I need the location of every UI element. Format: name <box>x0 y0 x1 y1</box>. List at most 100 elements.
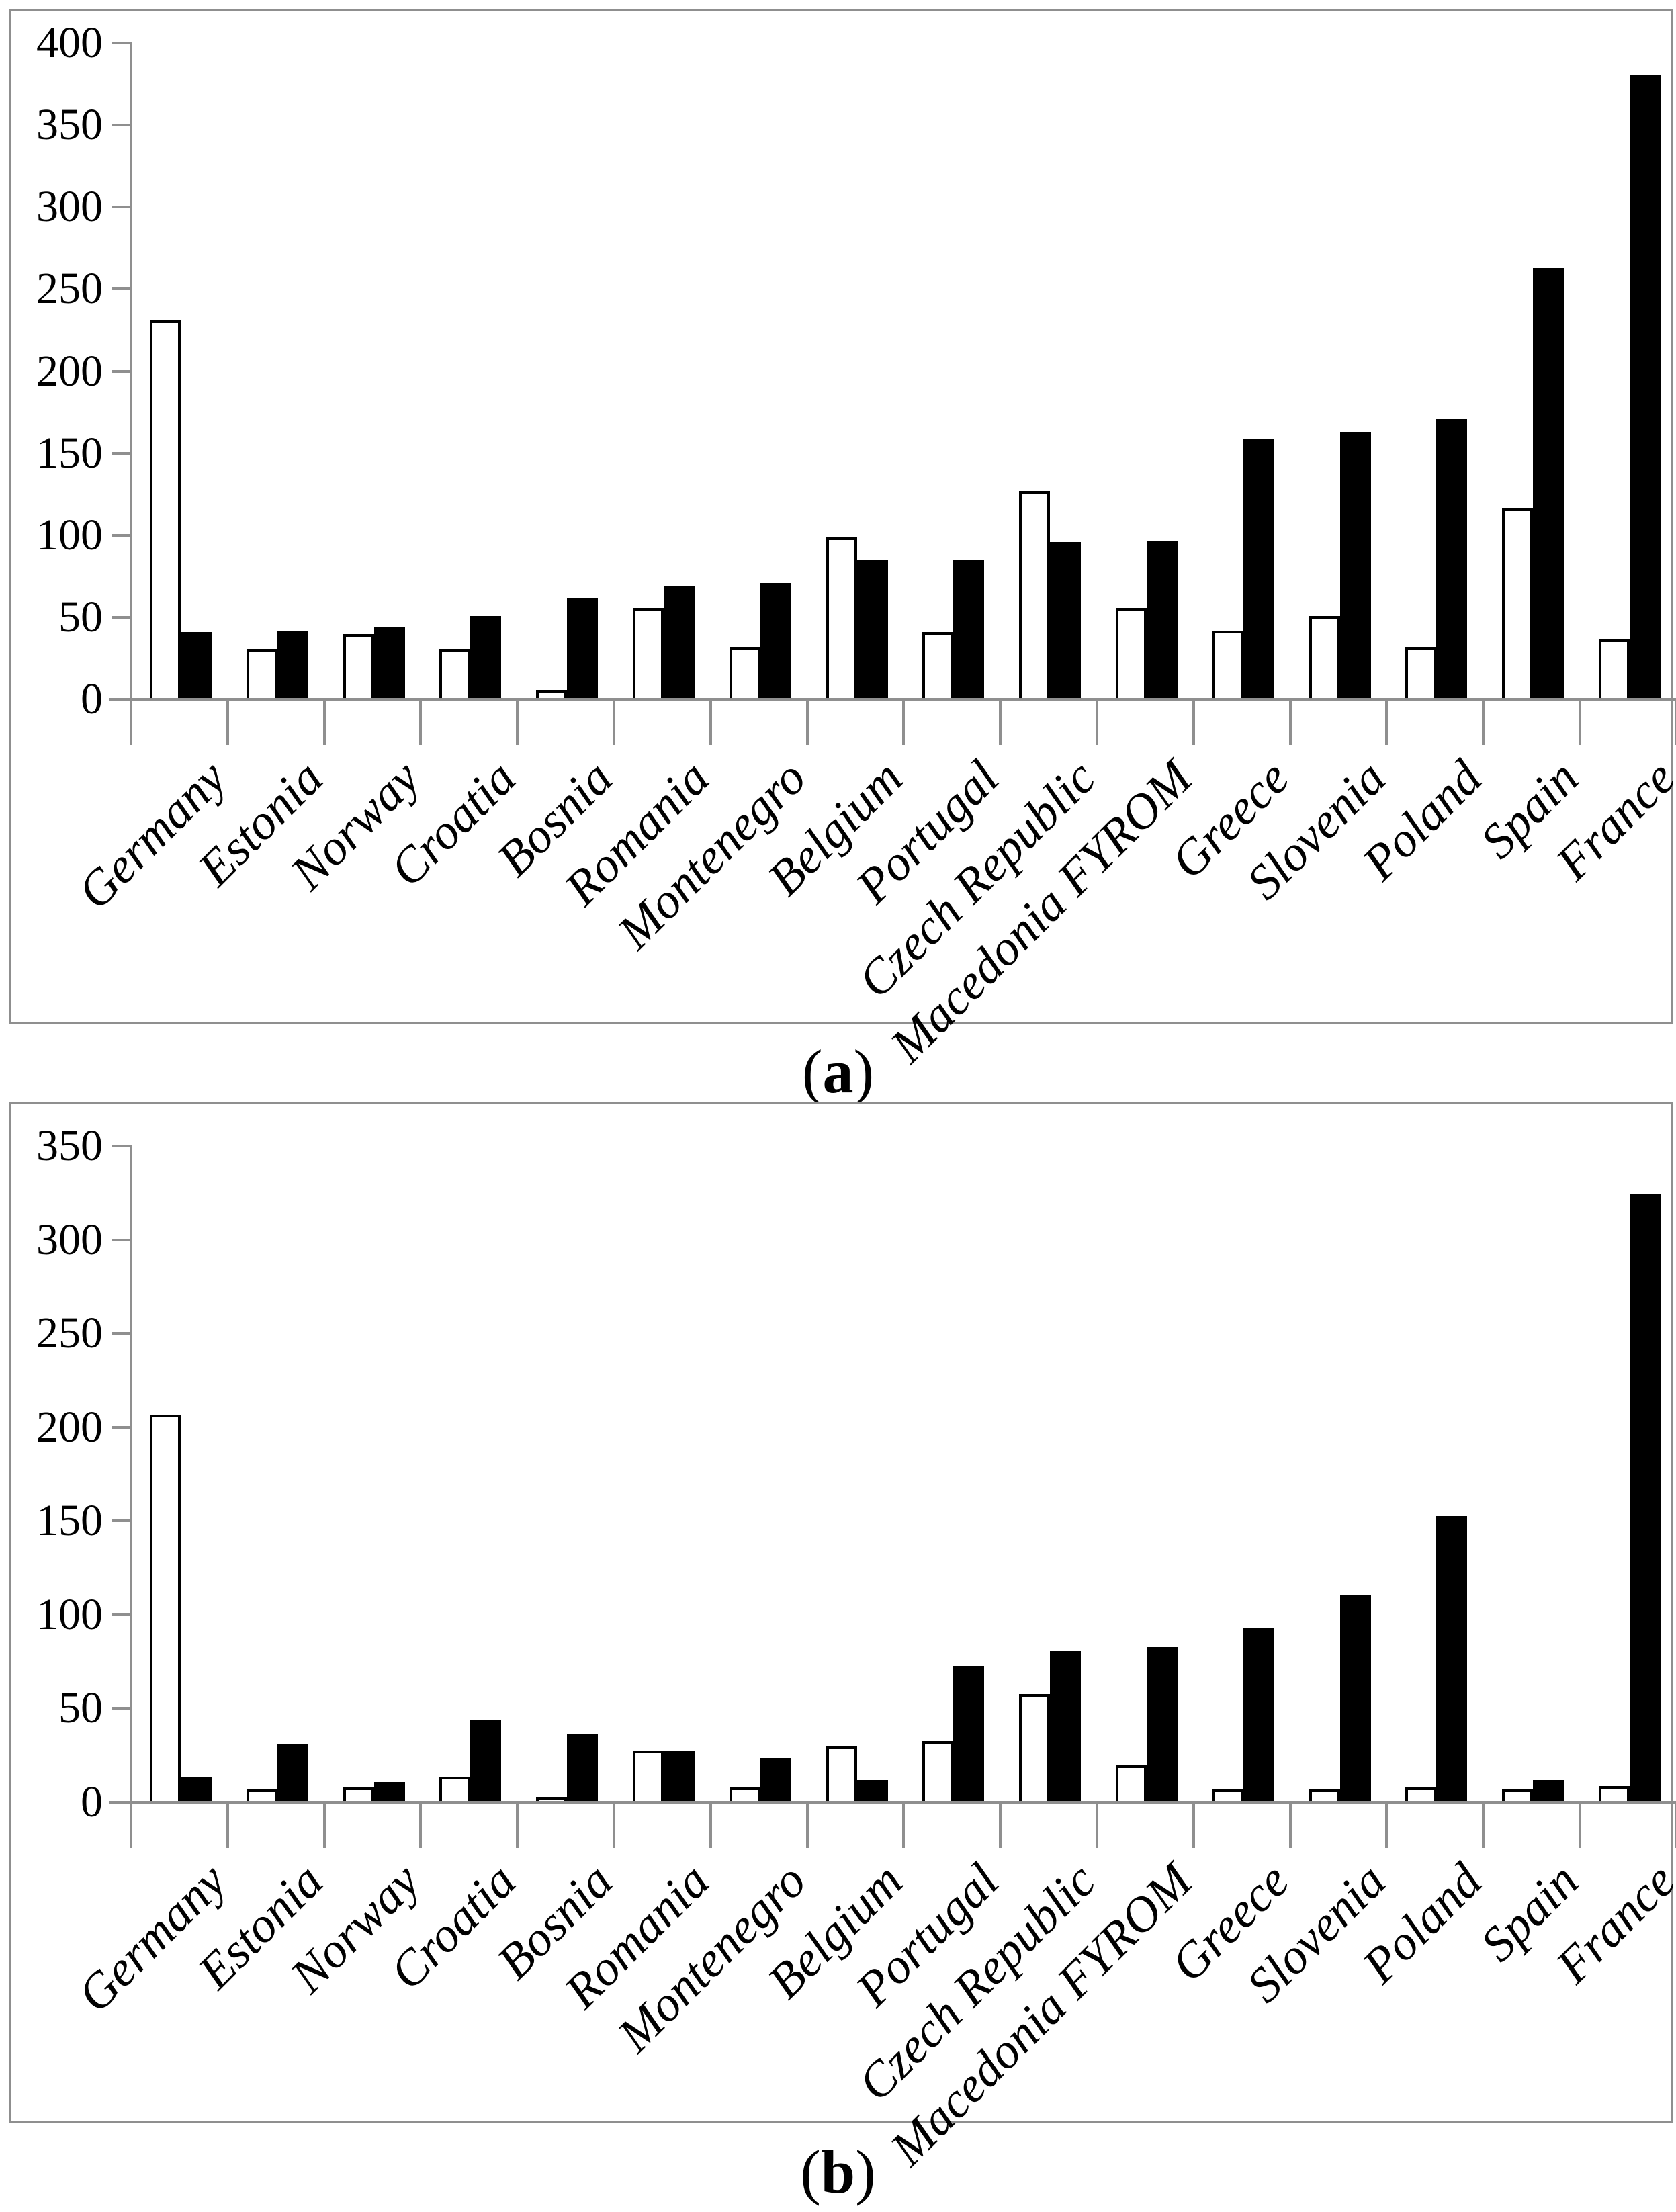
bar-filled-germany <box>181 1776 212 1801</box>
y-tick <box>112 451 131 455</box>
bar-filled-romania <box>664 586 695 698</box>
bar-open-poland <box>1405 647 1437 698</box>
x-tick <box>1675 1804 1676 1848</box>
bar-filled-spain <box>1533 268 1564 698</box>
y-tick-label: 50 <box>58 592 103 642</box>
bar-filled-greece <box>1243 439 1274 698</box>
bar-open-estonia <box>246 648 277 698</box>
y-tick-label: 100 <box>36 1589 103 1639</box>
bar-open-croatia <box>439 648 471 698</box>
x-tick <box>419 1804 423 1848</box>
caption-b-open-paren: ( <box>800 2137 821 2206</box>
bar-open-croatia <box>439 1776 471 1801</box>
y-tick-label: 150 <box>36 1496 103 1546</box>
bar-open-portugal <box>922 1740 954 1801</box>
bar-filled-croatia <box>470 1720 502 1801</box>
caption-a-open-paren: ( <box>801 1037 823 1106</box>
bar-filled-slovenia <box>1339 432 1371 698</box>
bar-filled-estonia <box>277 630 308 698</box>
x-tick <box>226 701 229 745</box>
bar-filled-belgium <box>856 1780 888 1801</box>
x-tick <box>1288 701 1292 745</box>
bar-open-czech-republic <box>1019 491 1051 698</box>
y-tick <box>112 1332 131 1335</box>
y-axis <box>130 1145 132 1804</box>
bar-filled-macedonia-fyrom <box>1147 1647 1178 1801</box>
y-tick <box>112 369 131 373</box>
bar-filled-montenegro <box>760 583 791 698</box>
bar-open-montenegro <box>729 647 760 698</box>
bar-open-macedonia-fyrom <box>1116 607 1147 698</box>
bar-open-france <box>1599 639 1630 698</box>
y-tick-label: 300 <box>36 182 103 232</box>
x-tick <box>1579 701 1581 745</box>
x-tick <box>419 701 423 745</box>
y-tick-label: 200 <box>36 346 103 396</box>
bar-filled-portugal <box>953 1666 985 1801</box>
x-tick <box>1482 1804 1485 1848</box>
caption-a-letter: a <box>822 1037 854 1106</box>
bar-filled-portugal <box>953 560 985 698</box>
x-tick <box>1385 1804 1388 1848</box>
y-tick-label: 100 <box>36 510 103 560</box>
bar-filled-france <box>1630 1193 1661 1801</box>
x-tick <box>226 1804 229 1848</box>
x-tick <box>613 1804 615 1848</box>
bar-filled-greece <box>1243 1628 1274 1801</box>
x-tick <box>709 1804 712 1848</box>
x-tick <box>1675 701 1676 745</box>
x-tick <box>322 701 326 745</box>
caption-a: (a) <box>0 1038 1676 1105</box>
bar-open-czech-republic <box>1019 1693 1051 1801</box>
bar-filled-romania <box>664 1750 695 1801</box>
x-axis <box>109 698 1676 701</box>
x-tick <box>1482 701 1485 745</box>
y-tick <box>112 1707 131 1710</box>
bar-open-norway <box>343 633 374 698</box>
x-tick <box>999 1804 1002 1848</box>
x-tick <box>805 701 809 745</box>
bar-open-slovenia <box>1309 1789 1340 1801</box>
bar-open-montenegro <box>729 1787 760 1801</box>
y-tick <box>112 1145 131 1147</box>
bar-open-portugal <box>922 632 954 698</box>
y-tick-label: 150 <box>36 428 103 478</box>
x-tick <box>516 1804 519 1848</box>
x-tick <box>902 701 906 745</box>
bar-filled-bosnia <box>567 1733 599 1801</box>
x-tick <box>1096 1804 1098 1848</box>
y-tick <box>112 287 131 291</box>
bar-open-macedonia-fyrom <box>1116 1765 1147 1801</box>
y-tick-label: 250 <box>36 1309 103 1358</box>
x-tick <box>1579 1804 1581 1848</box>
x-tick <box>322 1804 326 1848</box>
x-tick <box>130 701 132 745</box>
bar-filled-norway <box>373 1782 405 1801</box>
bar-filled-poland <box>1436 418 1468 698</box>
x-tick <box>999 701 1002 745</box>
y-tick <box>112 206 131 209</box>
bar-open-romania <box>633 1750 664 1801</box>
y-axis <box>130 42 132 701</box>
x-tick <box>1192 1804 1195 1848</box>
bar-filled-germany <box>181 632 212 698</box>
x-tick <box>1096 701 1098 745</box>
bar-open-france <box>1599 1785 1630 1801</box>
bar-filled-estonia <box>277 1744 308 1801</box>
bar-open-estonia <box>246 1789 277 1801</box>
bar-filled-slovenia <box>1339 1594 1371 1801</box>
bar-open-germany <box>150 320 181 698</box>
bar-filled-norway <box>373 627 405 698</box>
x-tick <box>1385 701 1388 745</box>
y-tick-label: 300 <box>36 1214 103 1264</box>
bar-filled-montenegro <box>760 1757 791 1801</box>
chart-panel-b: 0 50 100 150 200 250 300 350 Germany Estonia Norwa… <box>9 1102 1676 2176</box>
x-tick <box>130 1804 132 1848</box>
bar-filled-czech-republic <box>1050 1650 1082 1801</box>
x-tick <box>1288 1804 1292 1848</box>
y-tick-label: 200 <box>36 1402 103 1452</box>
y-tick <box>112 698 131 701</box>
y-tick <box>112 1238 131 1241</box>
x-tick <box>709 701 712 745</box>
